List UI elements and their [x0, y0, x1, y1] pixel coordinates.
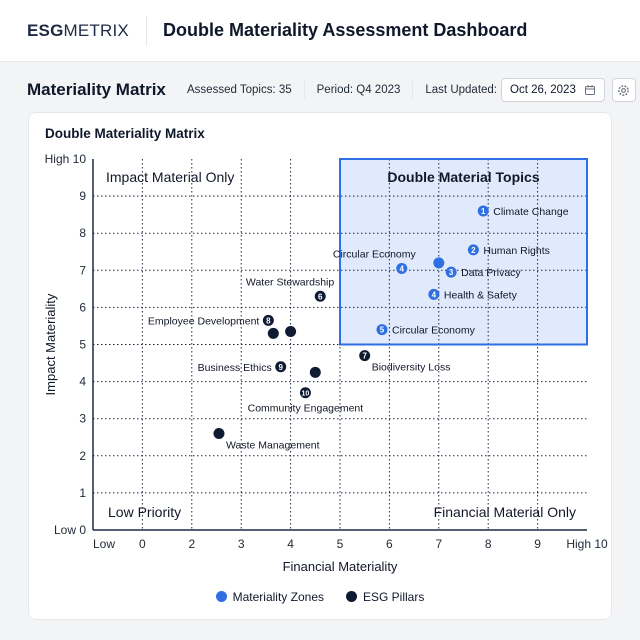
gear-icon [618, 84, 630, 96]
toolbar: Materiality Matrix Assessed Topics: 35 P… [0, 72, 640, 108]
point-number: 7 [362, 352, 367, 361]
y-tick-label: 1 [79, 486, 86, 500]
divider [145, 15, 147, 46]
logo[interactable]: ESGMETRIX [27, 21, 129, 41]
point-label: Business Ethics [198, 362, 272, 374]
point-label: Climate Change [493, 206, 568, 218]
data-point [275, 361, 287, 373]
legend-item-pillars[interactable]: ESG Pillars [346, 590, 424, 604]
data-point [299, 387, 311, 399]
data-point [213, 428, 225, 440]
logo-bold: ESG [27, 20, 64, 40]
x-tick-label: 2 [188, 537, 195, 551]
x-axis-label: Financial Materiality [283, 559, 398, 574]
date-picker[interactable]: Oct 26, 2023 [501, 78, 605, 102]
y-axis-label: Impact Materiality [43, 293, 58, 395]
section-title: Materiality Matrix [27, 80, 166, 99]
legend-swatch [346, 591, 357, 602]
point-number: 2 [471, 246, 476, 255]
divider [412, 81, 414, 99]
x-tick-label: 0 [139, 537, 146, 551]
point-label: Biodiversity Loss [372, 362, 451, 374]
y-tick-label: 3 [79, 412, 86, 426]
double-material-zone [340, 159, 587, 345]
point-label: Data Privacy [461, 267, 521, 279]
double-material-zone-border [339, 158, 588, 346]
y-tick-label: 2 [79, 449, 86, 463]
data-point [467, 244, 479, 256]
point-number: 6 [318, 292, 323, 301]
y-tick-label: 6 [79, 300, 86, 314]
data-point [428, 288, 440, 300]
data-point [262, 314, 274, 326]
quadrant-label-double: Double Material Topics [387, 169, 539, 185]
point-number: 4 [432, 290, 437, 299]
x-tick-label: Low [93, 537, 115, 551]
point-number: 8 [266, 316, 271, 325]
point-label: Community Engagement [248, 403, 364, 415]
data-point [396, 262, 408, 274]
data-point [433, 257, 445, 269]
divider [303, 81, 305, 99]
point-label: Water Stewardship [246, 276, 334, 288]
legend-label: ESG Pillars [363, 590, 425, 604]
x-tick-label: 8 [485, 537, 492, 551]
assessed-topics: Assessed Topics: 35 [187, 84, 292, 96]
x-tick-label: 4 [287, 537, 294, 551]
quadrant-label-financial: Financial Material Only [434, 504, 576, 520]
point-label: Circular Economy [333, 248, 417, 260]
x-tick-label: 7 [435, 537, 442, 551]
point-label: Health & Safety [444, 289, 518, 301]
period: Period: Q4 2023 [316, 84, 401, 96]
point-number: 4 [400, 264, 405, 273]
chart-legend: Materiality Zones ESG Pillars [0, 590, 640, 604]
data-point [376, 324, 388, 336]
data-point [445, 266, 457, 278]
data-point [359, 350, 371, 362]
point-label: Circular Economy [392, 325, 476, 337]
point-label: Human Rights [483, 245, 550, 257]
point-number: 10 [302, 391, 310, 398]
data-point [314, 290, 326, 302]
point-number: 1 [481, 207, 486, 216]
x-tick-label: 6 [386, 537, 393, 551]
y-tick-label: 4 [79, 375, 86, 389]
settings-button[interactable] [611, 78, 636, 102]
data-point [477, 205, 489, 217]
x-tick-label: High 10 [566, 537, 608, 551]
data-point [285, 326, 297, 338]
y-tick-label: High 10 [45, 152, 87, 166]
legend-label: Materiality Zones [232, 590, 324, 604]
quadrant-label-low: Low Priority [108, 504, 181, 520]
point-number: 9 [278, 363, 283, 372]
point-number: 5 [380, 326, 385, 335]
y-tick-label: 5 [79, 338, 86, 352]
quadrant-label-impact: Impact Material Only [106, 169, 234, 185]
x-tick-label: 9 [534, 537, 541, 551]
x-tick-label: 3 [238, 537, 245, 551]
chart-title: Double Materiality Matrix [45, 126, 205, 141]
top-bar: ESGMETRIX Double Materiality Assessment … [0, 0, 640, 62]
logo-light: METRIX [63, 20, 129, 40]
point-label: Waste Management [226, 440, 320, 452]
y-tick-label: Low 0 [54, 523, 86, 537]
y-tick-label: 9 [79, 189, 86, 203]
app-title: Double Materiality Assessment Dashboard [162, 20, 528, 40]
point-number: 3 [449, 268, 454, 277]
point-label: Employee Development [148, 315, 260, 327]
calendar-icon [584, 85, 595, 95]
data-point [267, 327, 279, 339]
legend-swatch [215, 591, 227, 602]
data-point [309, 366, 321, 378]
y-tick-label: 7 [79, 263, 86, 277]
last-updated-label: Last Updated: [425, 84, 497, 96]
date-value: Oct 26, 2023 [510, 84, 576, 96]
y-tick-label: 8 [79, 226, 86, 240]
legend-item-zones[interactable]: Materiality Zones [215, 590, 324, 604]
x-tick-label: 5 [337, 537, 344, 551]
